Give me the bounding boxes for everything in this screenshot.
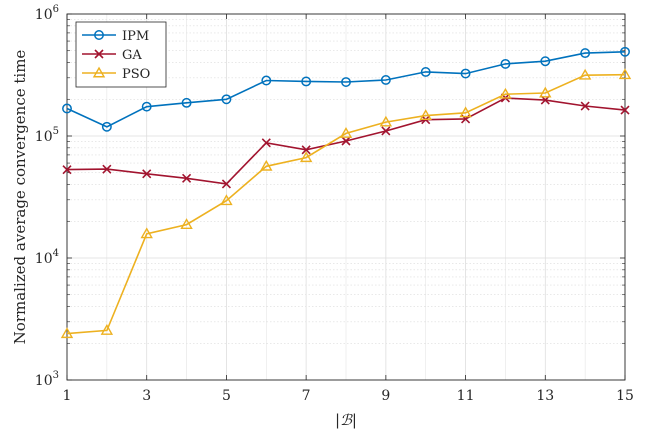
data-point [299, 151, 313, 163]
series-layer [60, 46, 632, 339]
legend-item-pso: PSO [82, 66, 150, 82]
data-point [92, 66, 106, 78]
y-tick-labels: 103 104 105 106 [35, 4, 59, 389]
x-tick-label: 9 [381, 388, 390, 404]
data-point [580, 101, 590, 111]
data-point [301, 76, 312, 87]
x-tick-label: 13 [536, 388, 554, 404]
data-point [221, 94, 232, 105]
x-tick-label: 15 [616, 388, 634, 404]
legend-item-ga: GA [82, 48, 142, 63]
data-point [94, 49, 104, 59]
data-point [180, 218, 193, 230]
y-tick-label: 106 [35, 4, 59, 23]
data-point [420, 66, 431, 77]
data-point [182, 173, 192, 183]
data-point [380, 75, 391, 85]
data-point [261, 75, 272, 86]
x-tick-labels: 1 3 5 7 9 11 13 15 [63, 388, 634, 404]
legend-label: PSO [122, 67, 150, 82]
plot-border [66, 13, 626, 381]
data-point [618, 68, 632, 80]
plot-frame [66, 13, 626, 381]
y-axis-label: Normalized average convergence time [11, 50, 29, 345]
data-point [341, 136, 351, 146]
data-point [499, 87, 512, 99]
series-line [66, 51, 626, 128]
data-point [181, 97, 192, 108]
data-point [339, 127, 353, 138]
data-point [141, 101, 152, 112]
legend-item-ipm: IPM [82, 29, 149, 44]
data-point [500, 58, 511, 69]
data-point [220, 194, 233, 206]
data-point [100, 323, 114, 335]
x-tick-label: 3 [142, 388, 151, 404]
data-point [459, 106, 472, 118]
data-point [102, 164, 112, 174]
data-point [261, 138, 271, 148]
data-point [540, 56, 551, 67]
x-axis-label: |ℬ| [335, 411, 357, 429]
data-point [221, 179, 231, 189]
data-point [140, 227, 153, 239]
x-tick-label: 1 [63, 388, 72, 404]
series-pso [60, 68, 632, 339]
x-tick-label: 7 [302, 388, 311, 404]
x-tick-label: 5 [222, 388, 231, 404]
data-point [580, 48, 591, 59]
data-point [62, 165, 72, 175]
legend: IPM GA PSO [75, 21, 167, 88]
axis-ticks [66, 13, 626, 381]
data-point [578, 68, 592, 80]
data-point [301, 145, 311, 155]
data-point [60, 327, 74, 339]
data-point [260, 159, 273, 171]
x-tick-label: 11 [457, 388, 475, 404]
y-tick-label: 105 [35, 126, 59, 145]
legend-label: GA [122, 48, 142, 63]
data-point [620, 46, 630, 57]
data-point [620, 105, 630, 115]
data-point [94, 30, 104, 40]
data-point [539, 86, 552, 98]
data-point [341, 77, 351, 87]
legend-label: IPM [122, 29, 149, 44]
series-ipm [62, 46, 630, 132]
data-point [142, 169, 152, 179]
y-tick-label: 103 [35, 370, 59, 389]
data-point [62, 103, 72, 114]
series-line [66, 73, 626, 335]
data-point [379, 115, 393, 127]
y-tick-label: 104 [35, 248, 59, 267]
data-point [460, 68, 471, 79]
data-point [381, 126, 391, 136]
data-point [101, 121, 112, 132]
data-point [419, 109, 432, 121]
